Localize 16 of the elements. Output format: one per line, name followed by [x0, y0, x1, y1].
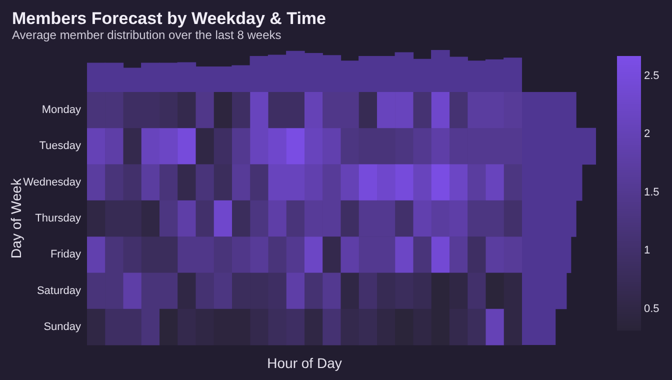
y-tick-label: Friday [50, 248, 82, 261]
y-tick-label: Saturday [36, 284, 82, 297]
y-tick-label: Sunday [44, 320, 82, 333]
color-bar-label: 1.5 [644, 186, 660, 198]
y-tick-label: Tuesday [39, 140, 82, 152]
chart-subtitle: Average member distribution over the last 8 weeks [12, 28, 282, 42]
y-tick-label: Thursday [35, 212, 82, 225]
y-tick-label: Wednesday [23, 176, 82, 188]
color-bar-label: 1 [644, 244, 650, 257]
color-bar-label: 2 [644, 128, 650, 140]
x-axis-title: Hour of Day [267, 355, 342, 371]
color-bar-label: 2.5 [644, 70, 660, 82]
y-tick-label: Monday [42, 104, 82, 116]
color-bar-label: 0.5 [644, 303, 660, 316]
chart-title: Members Forecast by Weekday & Time [12, 9, 326, 28]
y-axis-title: Day of Week [8, 178, 24, 258]
